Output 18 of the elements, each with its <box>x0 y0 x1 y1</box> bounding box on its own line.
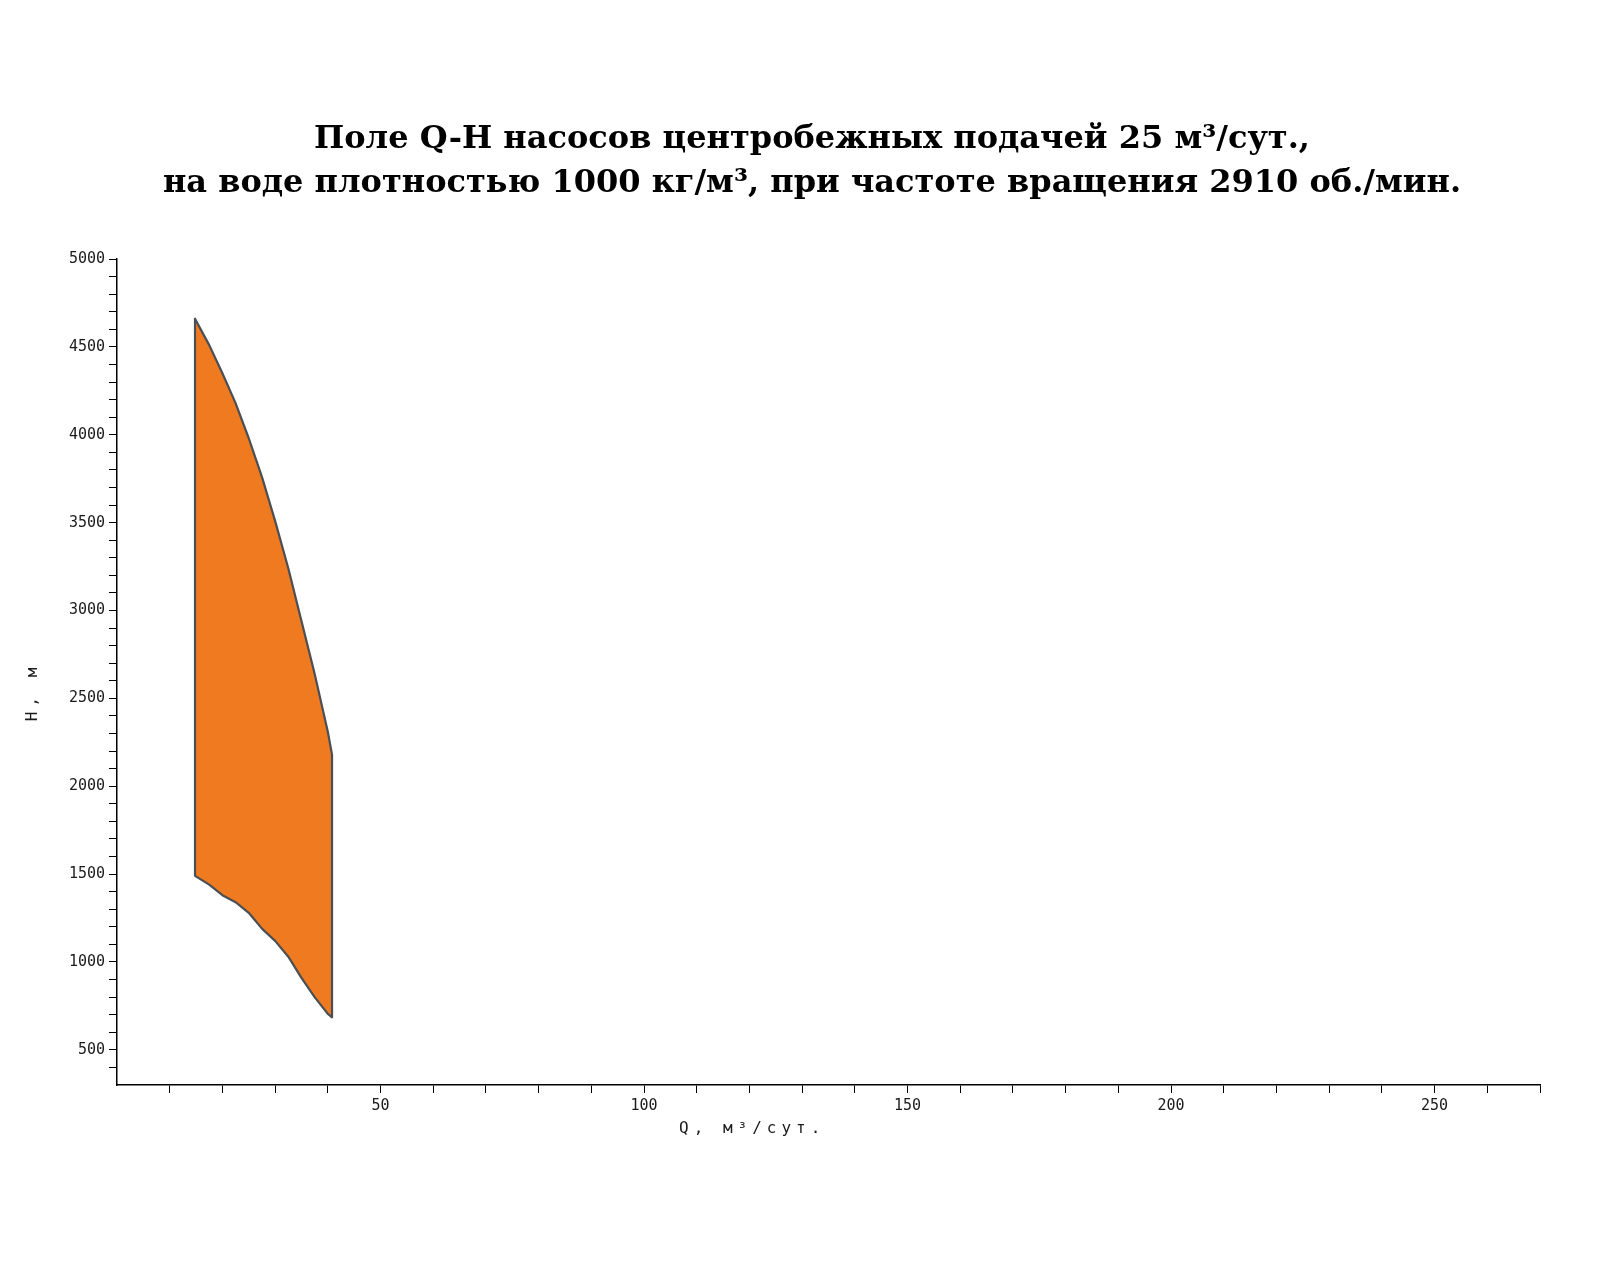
x-tick-label: 50 <box>371 1095 390 1114</box>
y-tick-label: 3000 <box>68 600 105 619</box>
y-tick-label: 2500 <box>68 688 105 707</box>
chart-title: Поле Q-H насосов центробежных подачей 25 м³/сут., на воде плотностью 1000 кг/м³, при частоте вращения 2910 об./мин. <box>161 117 1463 202</box>
y-tick-label: 1500 <box>68 864 105 882</box>
y-tick-label: 5000 <box>68 248 105 267</box>
x-tick-label: 250 <box>1421 1095 1449 1114</box>
y-axis-title: H, м <box>21 662 41 722</box>
y-tick-label: 3500 <box>68 512 105 531</box>
y-tick-label: 4000 <box>68 424 105 443</box>
x-axis-title: Q, м³/сут. <box>679 1118 826 1137</box>
x-tick-label: 200 <box>1157 1095 1185 1114</box>
y-tick-label: 500 <box>77 1039 105 1058</box>
y-tick-label: 1000 <box>68 951 105 970</box>
x-tick-label: 100 <box>630 1095 658 1114</box>
y-tick-label: 2000 <box>68 776 105 795</box>
x-tick-label: 150 <box>894 1095 922 1114</box>
y-tick-label: 4500 <box>68 336 105 355</box>
